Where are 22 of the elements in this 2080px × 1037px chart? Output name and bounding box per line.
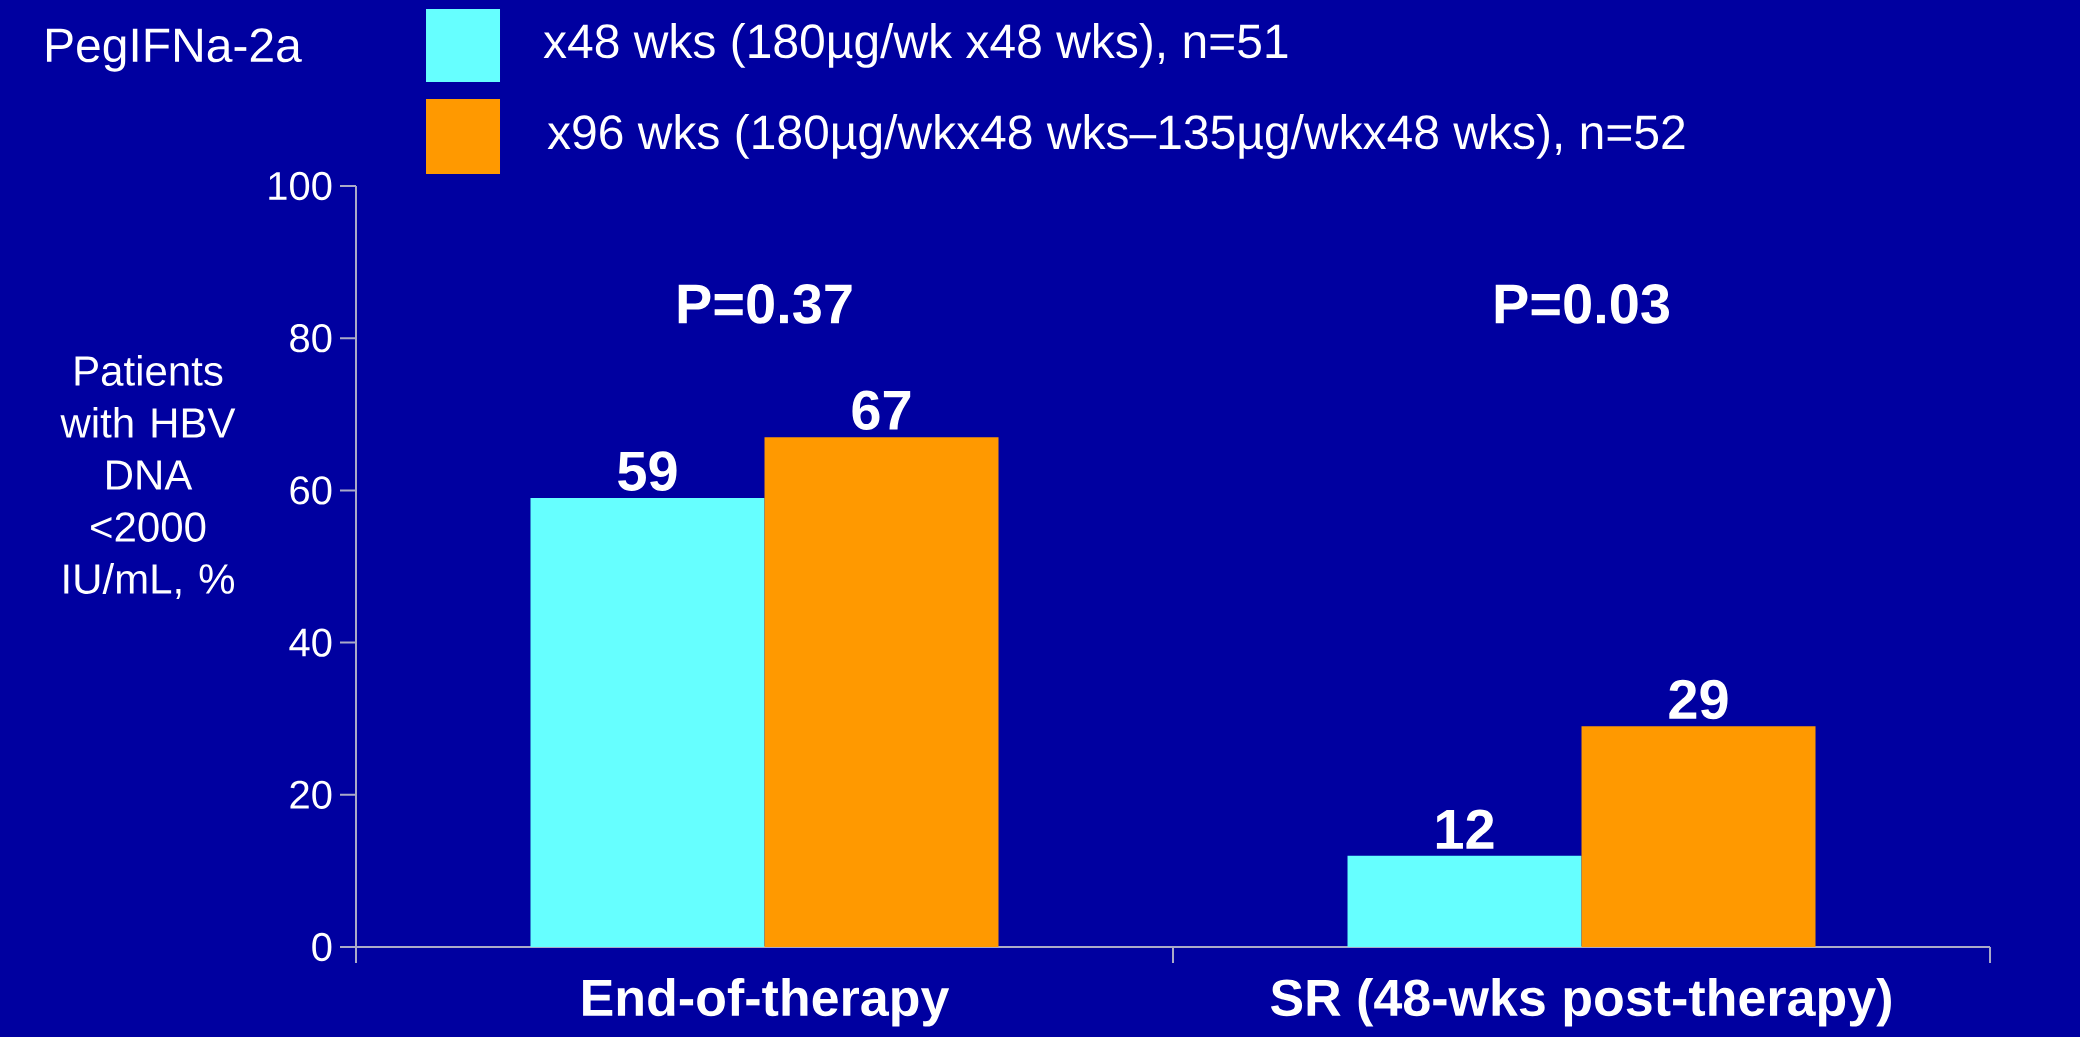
annotation: P=0.03 <box>1495 284 1670 324</box>
data-label: 67 <box>852 390 911 431</box>
x-tick-label: End-of-therapy <box>583 978 950 1027</box>
data-label: 59 <box>618 451 677 491</box>
bar <box>1347 855 1582 947</box>
y-tick-label: 60 <box>290 476 332 505</box>
y-tick-label: 0 <box>312 932 332 962</box>
y-tick-label: 80 <box>290 324 332 353</box>
y-tick-label: 40 <box>289 628 332 657</box>
annotation: P=0.37 <box>678 284 852 324</box>
legend-title: PegIFNa-2a <box>46 28 302 72</box>
bar <box>530 498 765 947</box>
legend-label: x48 wks (180µg/wk x48 wks), n=51 <box>543 23 1288 68</box>
bar <box>764 437 999 947</box>
data-label: 29 <box>1669 679 1728 720</box>
data-label: 12 <box>1436 809 1494 849</box>
y-axis-title: Patients with HBV DNA <2000 IU/mL, % <box>60 355 236 599</box>
y-tick-label: 20 <box>290 780 332 809</box>
y-tick-label: 100 <box>269 171 332 201</box>
x-tick-label: SR (48-wks post-therapy) <box>1270 978 1891 1027</box>
legend-label: x96 wks (180µg/wkx48 wks–135µg/wkx48 wks), n=52 <box>547 114 1685 159</box>
bar <box>1581 726 1816 947</box>
